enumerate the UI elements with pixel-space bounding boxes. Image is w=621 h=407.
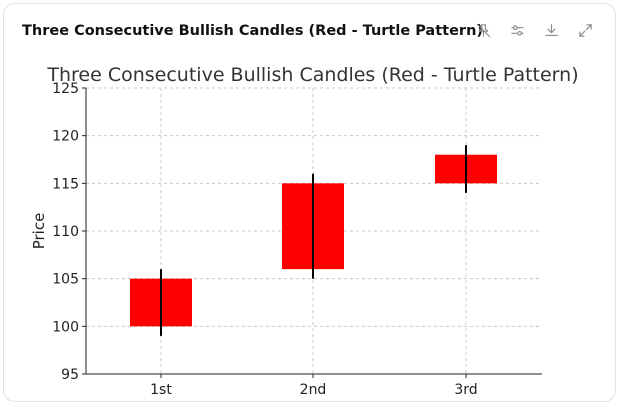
expand-icon bbox=[578, 23, 592, 37]
y-axis-ticks: 95 100 105 110 115 120 125 bbox=[52, 81, 86, 383]
candles bbox=[130, 145, 497, 336]
y-axis-label: Price bbox=[30, 213, 48, 250]
pin-off-button[interactable] bbox=[473, 20, 493, 40]
pin-off-icon bbox=[476, 23, 490, 37]
y-tick-label: 110 bbox=[52, 224, 79, 240]
download-button[interactable] bbox=[541, 20, 561, 40]
chart-toolbar bbox=[473, 20, 595, 40]
settings-button[interactable] bbox=[507, 20, 527, 40]
expand-button[interactable] bbox=[575, 20, 595, 40]
x-tick-label: 2nd bbox=[300, 382, 327, 398]
x-tick-label: 1st bbox=[150, 382, 172, 398]
y-tick-label: 105 bbox=[52, 272, 79, 288]
x-tick-label: 3rd bbox=[454, 382, 477, 398]
x-axis-ticks: 1st 2nd 3rd bbox=[150, 374, 478, 398]
chart-title: Three Consecutive Bullish Candles (Red -… bbox=[46, 64, 578, 86]
y-tick-label: 115 bbox=[52, 176, 79, 192]
y-tick-label: 125 bbox=[52, 81, 79, 97]
y-tick-label: 100 bbox=[52, 319, 79, 335]
y-tick-label: 95 bbox=[61, 367, 79, 383]
download-icon bbox=[544, 23, 558, 36]
card-title: Three Consecutive Bullish Candles (Red -… bbox=[22, 23, 484, 39]
y-tick-label: 120 bbox=[52, 129, 79, 145]
chart-card: Three Consecutive Bullish Candles (Red -… bbox=[3, 3, 616, 402]
sliders-icon bbox=[510, 24, 524, 36]
candlestick-chart: Three Consecutive Bullish Candles (Red -… bbox=[30, 64, 579, 398]
